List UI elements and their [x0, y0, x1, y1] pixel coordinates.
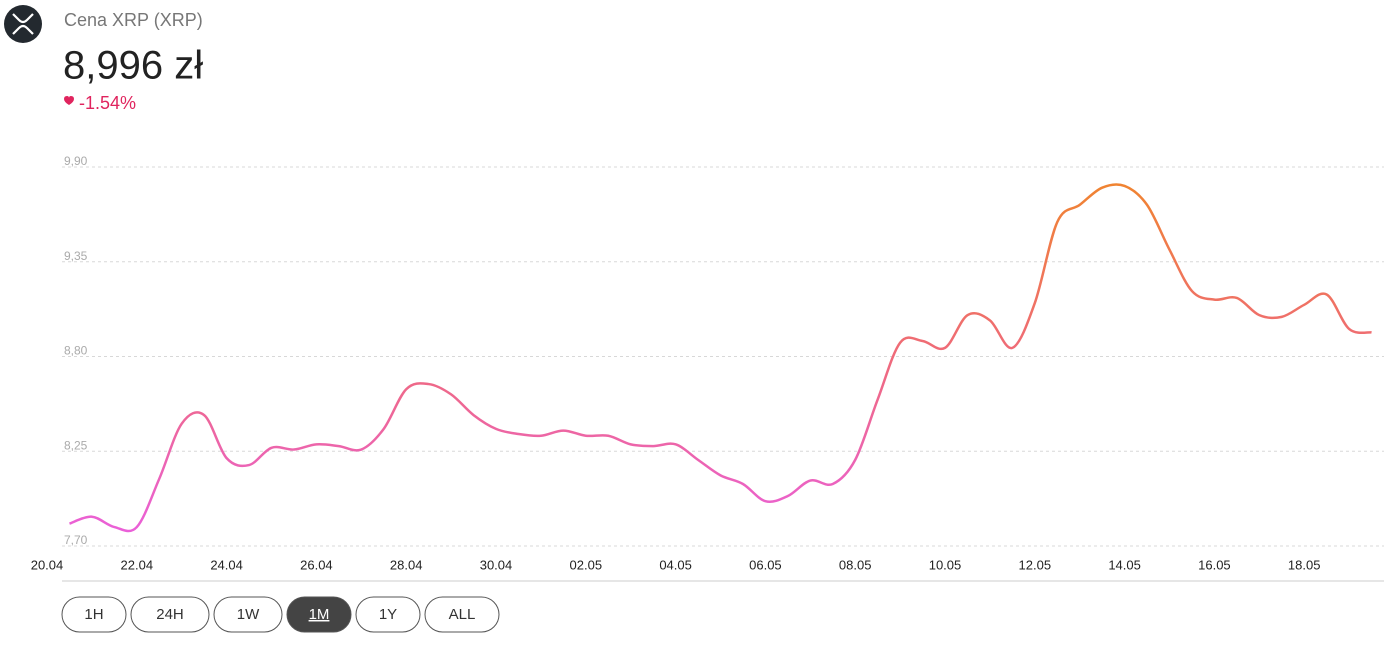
range-button-bg — [355, 596, 421, 633]
range-button[interactable]: 1W — [213, 596, 283, 633]
x-tick-label: 02.05 — [570, 557, 603, 572]
range-button-bg — [424, 596, 500, 633]
x-tick-label: 10.05 — [929, 557, 962, 572]
y-tick-label: 8,80 — [64, 344, 88, 358]
x-tick-label: 20.04 — [31, 557, 64, 572]
xrp-logo — [4, 5, 42, 43]
title: Cena XRP (XRP) — [64, 10, 203, 30]
x-tick-label: 14.05 — [1108, 557, 1141, 572]
x-tick-label: 28.04 — [390, 557, 423, 572]
price: 8,996 zł — [63, 44, 203, 88]
range-button-bg — [130, 596, 210, 633]
x-tick-label: 12.05 — [1019, 557, 1052, 572]
y-tick-label: 7,70 — [64, 533, 88, 547]
y-tick-label: 8,25 — [64, 438, 88, 452]
x-tick-label: 24.04 — [210, 557, 243, 572]
price-line — [69, 183, 1372, 533]
range-button-bg — [286, 596, 352, 633]
x-tick-label: 16.05 — [1198, 557, 1231, 572]
range-button[interactable]: 24H — [130, 596, 210, 633]
x-tick-label: 22.04 — [121, 557, 154, 572]
range-button[interactable]: 1M — [286, 596, 352, 633]
down-icon — [64, 96, 74, 105]
range-button-label: ALL — [449, 606, 476, 623]
range-button[interactable]: ALL — [424, 596, 500, 633]
x-tick-label: 06.05 — [749, 557, 782, 572]
range-button[interactable]: 1H — [61, 596, 127, 633]
range-button-bg — [213, 596, 283, 633]
range-button-label: 1M — [309, 606, 330, 623]
y-tick-label: 9,35 — [64, 249, 88, 263]
range-button-label: 24H — [156, 606, 184, 623]
range-button-bg — [61, 596, 127, 633]
range-button-label: 1H — [84, 606, 103, 623]
range-button-label: 1Y — [379, 606, 397, 623]
x-tick-label: 18.05 — [1288, 557, 1321, 572]
x-tick-label: 26.04 — [300, 557, 333, 572]
range-button-label: 1W — [237, 606, 260, 623]
change: -1.54% — [79, 93, 136, 113]
x-tick-label: 08.05 — [839, 557, 872, 572]
x-tick-label: 30.04 — [480, 557, 513, 572]
x-tick-label: 04.05 — [659, 557, 692, 572]
y-tick-label: 9,90 — [64, 154, 88, 168]
range-button[interactable]: 1Y — [355, 596, 421, 633]
